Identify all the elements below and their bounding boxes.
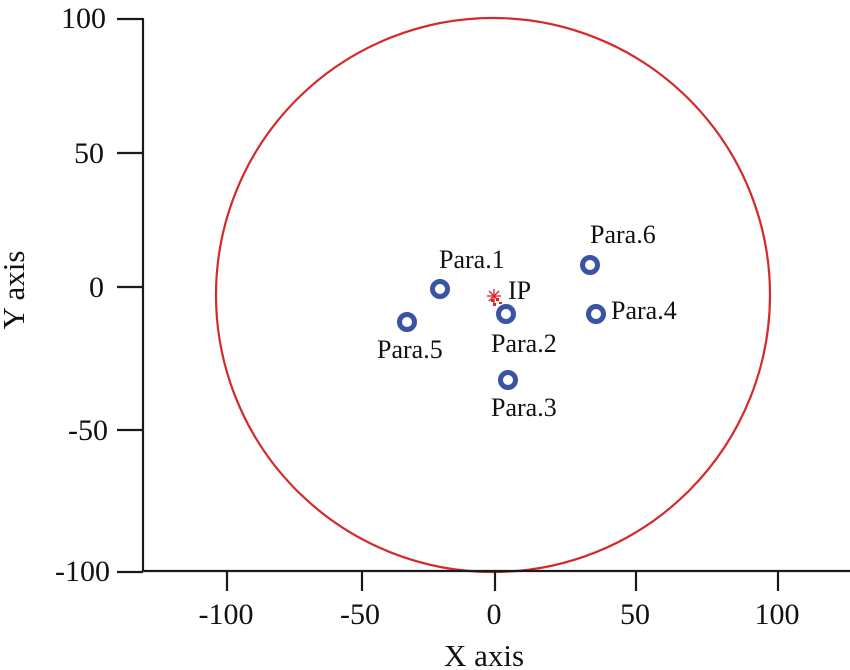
y-axis-title: Y axis [0, 251, 31, 330]
y-tick-label: 100 [61, 2, 106, 35]
y-tick-label: 50 [74, 137, 104, 170]
point-para3 [498, 370, 518, 390]
x-tick-label: 100 [755, 598, 800, 631]
label-para1: Para.1 [439, 245, 505, 274]
y-axis: 100 50 0 -50 -100 Y axis [0, 2, 145, 588]
label-para5: Para.5 [377, 335, 443, 364]
point-para1 [430, 279, 450, 299]
label-para3: Para.3 [491, 393, 557, 422]
label-para2: Para.2 [491, 329, 557, 358]
x-tick-label: 0 [487, 598, 502, 631]
label-para4: Para.4 [611, 296, 677, 325]
ip-label: IP [508, 276, 531, 305]
point-para2 [496, 304, 516, 324]
x-tick-label: 50 [620, 598, 650, 631]
x-tick-label: -50 [340, 598, 380, 631]
x-axis: -100 -50 0 50 100 X axis [142, 569, 850, 670]
point-para5 [397, 312, 417, 332]
x-axis-title: X axis [444, 638, 524, 670]
y-tick-label: 0 [89, 271, 104, 304]
y-tick-label: -50 [68, 414, 108, 447]
data-points [397, 255, 606, 390]
label-para6: Para.6 [590, 220, 656, 249]
ip-marker: IP [487, 276, 531, 306]
point-para4 [586, 304, 606, 324]
y-tick-label: -100 [55, 555, 110, 588]
point-para6 [580, 255, 600, 275]
x-tick-label: -100 [199, 598, 254, 631]
point-labels: Para.1 Para.2 Para.3 Para.4 Para.5 Para.… [377, 220, 677, 422]
